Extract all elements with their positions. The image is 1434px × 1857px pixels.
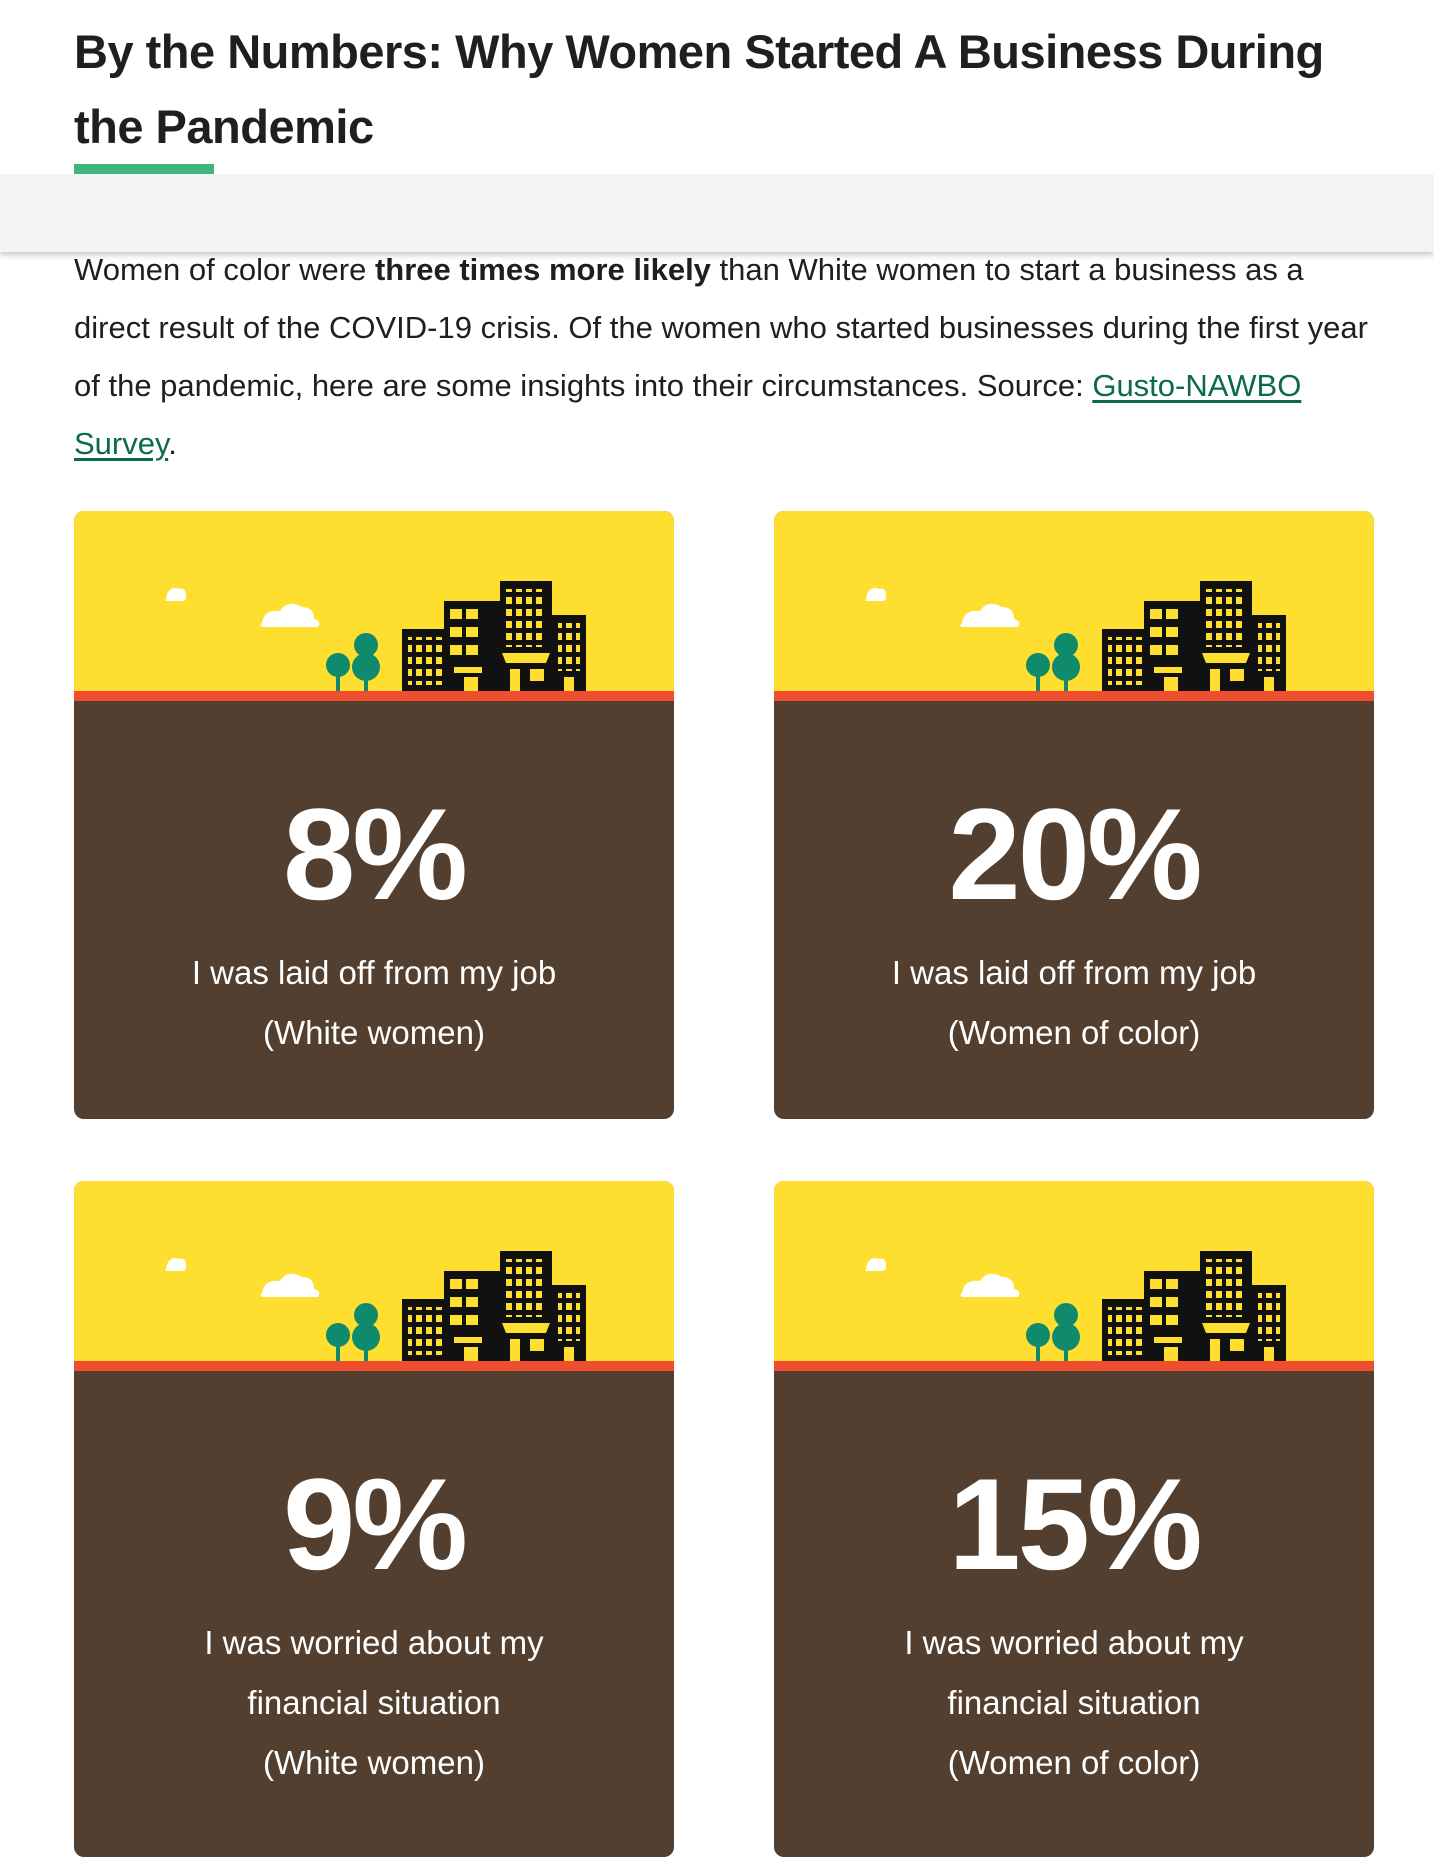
card-banner [774,511,1374,691]
intro-emphasis: three times more likely [374,252,711,287]
caption-line: financial situation [947,1684,1201,1721]
stat-caption: I was laid off from my job (White women) [74,943,674,1063]
card-banner-stripe [774,691,1374,701]
stat-value: 9% [283,1451,468,1597]
card-banner [74,511,674,691]
page-title: By the Numbers: Why Women Started A Busi… [74,25,1324,153]
stat-card-worried-white: 9% I was worried about my financial situ… [74,1181,674,1857]
card-banner-stripe [74,691,674,701]
caption-line: (White women) [263,1014,485,1051]
card-banner-stripe [774,1361,1374,1371]
caption-line: I was worried about my [204,1624,544,1661]
stat-caption: I was worried about my financial situati… [74,1613,674,1793]
intro-paragraph: Women of color were three times more lik… [74,241,1384,473]
caption-line: I was laid off from my job [191,954,557,991]
stat-card-laid-off-women-of-color: 20% I was laid off from my job (Women of… [774,511,1374,1119]
stat-caption: I was worried about my financial situati… [774,1613,1374,1793]
card-banner-stripe [74,1361,674,1371]
caption-line: (Women of color) [947,1744,1201,1781]
city-skyline-icon [165,1251,586,1361]
caption-line: (Women of color) [947,1014,1201,1051]
title-underline [74,164,214,174]
caption-line: I was laid off from my job [891,954,1257,991]
stat-card-worried-women-of-color: 15% I was worried about my financial sit… [774,1181,1374,1857]
stat-card-laid-off-white: 8% I was laid off from my job (White wom… [74,511,674,1119]
stat-value: 15% [948,1451,1202,1597]
caption-line: I was worried about my [904,1624,1244,1661]
city-skyline-icon [165,581,586,691]
city-skyline-icon [865,581,1286,691]
intro-text-after: than White women to start a business as … [74,252,1368,403]
card-banner [774,1181,1374,1361]
stat-value: 8% [283,781,468,927]
card-banner [74,1181,674,1361]
city-skyline-icon [865,1251,1286,1361]
stat-value: 20% [948,781,1202,927]
page-header: By the Numbers: Why Women Started A Busi… [0,0,1434,174]
caption-line: financial situation [247,1684,501,1721]
caption-line: (White women) [263,1744,485,1781]
intro-trailing: . [168,426,177,461]
stat-caption: I was laid off from my job (Women of col… [774,943,1374,1063]
header-divider-band [0,174,1434,252]
source-link[interactable]: Gusto-NAWBO Survey [74,368,1302,461]
intro-text-before: Women of color were [74,252,375,287]
